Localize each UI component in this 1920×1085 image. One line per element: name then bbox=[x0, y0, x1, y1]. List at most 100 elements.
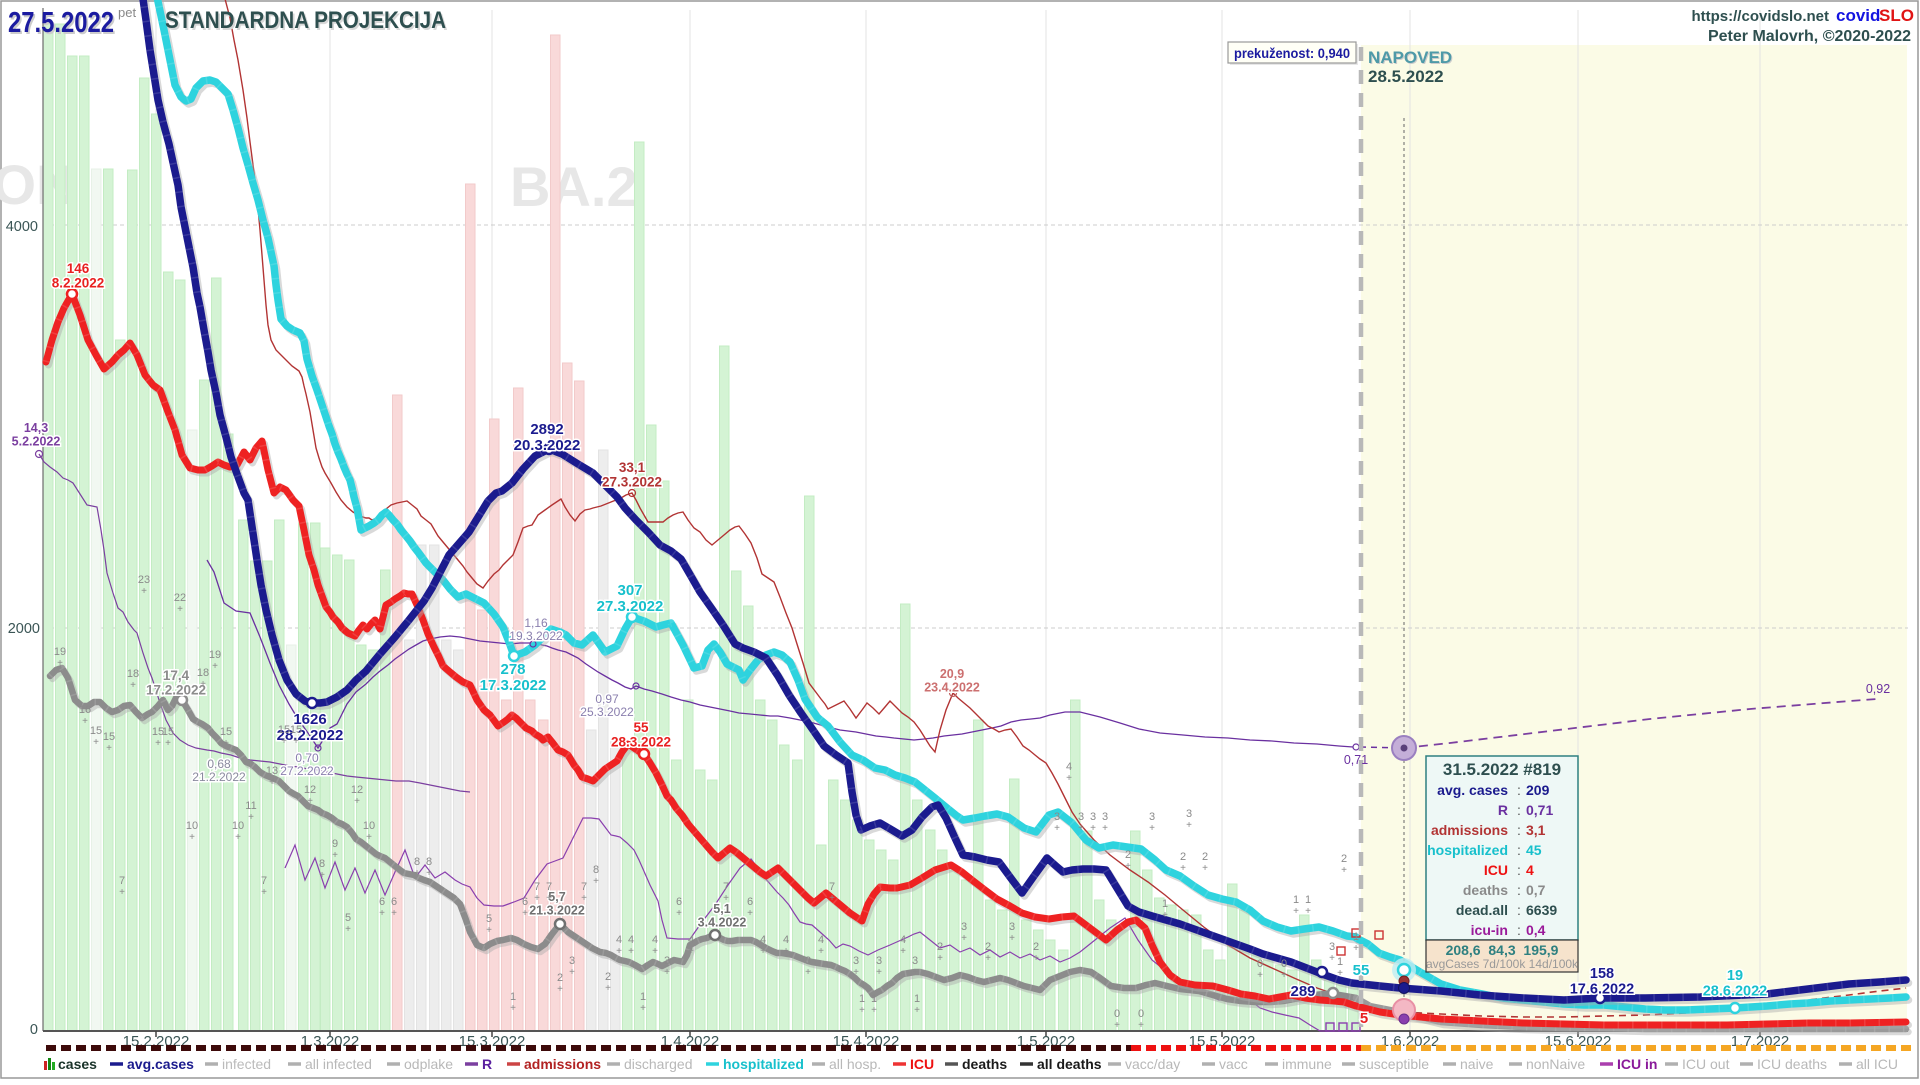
svg-text:+: + bbox=[581, 893, 587, 904]
svg-text:6: 6 bbox=[522, 896, 528, 908]
svg-text:10: 10 bbox=[186, 820, 198, 832]
svg-text:+: + bbox=[534, 893, 540, 904]
svg-text:15: 15 bbox=[152, 726, 164, 738]
svg-text:4: 4 bbox=[628, 934, 634, 946]
svg-text:8: 8 bbox=[426, 856, 432, 868]
svg-text:278: 278 bbox=[500, 661, 525, 678]
svg-text:3: 3 bbox=[876, 955, 882, 967]
svg-text:+: + bbox=[366, 832, 372, 843]
svg-text:33,1: 33,1 bbox=[619, 460, 646, 475]
svg-text:naive: naive bbox=[1460, 1056, 1494, 1072]
svg-text:16: 16 bbox=[79, 704, 91, 716]
svg-text:0: 0 bbox=[1114, 1008, 1120, 1020]
svg-text:BA.2: BA.2 bbox=[510, 155, 638, 218]
svg-text:17,4: 17,4 bbox=[163, 668, 190, 683]
svg-text::: : bbox=[1517, 802, 1521, 818]
svg-text:+: + bbox=[130, 680, 136, 691]
svg-text:289: 289 bbox=[1290, 983, 1315, 1000]
svg-text:3: 3 bbox=[1054, 811, 1060, 823]
svg-text:+: + bbox=[961, 933, 967, 944]
svg-text:19: 19 bbox=[209, 649, 221, 661]
svg-text:7: 7 bbox=[546, 881, 552, 893]
svg-text:+: + bbox=[248, 812, 254, 823]
svg-text:+: + bbox=[985, 953, 991, 964]
svg-text:3: 3 bbox=[1009, 921, 1015, 933]
svg-text:2: 2 bbox=[1180, 851, 1186, 863]
svg-text:+: + bbox=[1054, 823, 1060, 834]
svg-text:27.3.2022: 27.3.2022 bbox=[597, 598, 664, 615]
svg-text:2: 2 bbox=[1033, 941, 1039, 953]
svg-text:+: + bbox=[1293, 906, 1299, 917]
svg-text:+: + bbox=[1009, 933, 1015, 944]
svg-text:+: + bbox=[1149, 823, 1155, 834]
svg-text:8.2.2022: 8.2.2022 bbox=[52, 276, 105, 291]
svg-text::: : bbox=[1517, 882, 1521, 898]
svg-text:+: + bbox=[628, 946, 634, 957]
svg-text:17.2.2022: 17.2.2022 bbox=[146, 683, 206, 698]
svg-text:+: + bbox=[200, 679, 206, 690]
svg-text:+: + bbox=[937, 953, 943, 964]
svg-text::: : bbox=[1517, 902, 1521, 918]
svg-text:+: + bbox=[871, 1005, 877, 1016]
svg-text:17.6.2022: 17.6.2022 bbox=[1570, 982, 1635, 998]
svg-text:admissions: admissions bbox=[1431, 822, 1508, 838]
svg-text:23.4.2022: 23.4.2022 bbox=[924, 681, 980, 695]
svg-text:10: 10 bbox=[363, 820, 375, 832]
svg-text:0,71: 0,71 bbox=[1526, 802, 1553, 818]
svg-text::: : bbox=[1517, 842, 1521, 858]
svg-text:0,97: 0,97 bbox=[595, 692, 619, 706]
svg-text:+: + bbox=[57, 658, 63, 669]
svg-text:deaths: deaths bbox=[1463, 882, 1508, 898]
svg-text:4000: 4000 bbox=[6, 219, 38, 235]
svg-text:3: 3 bbox=[961, 921, 967, 933]
svg-text:+: + bbox=[605, 983, 611, 994]
svg-text:+: + bbox=[818, 946, 824, 957]
svg-text:11: 11 bbox=[245, 800, 256, 812]
svg-text:+: + bbox=[900, 946, 906, 957]
svg-text:+: + bbox=[82, 716, 88, 727]
svg-text:4: 4 bbox=[616, 934, 622, 946]
svg-text:0: 0 bbox=[30, 1022, 38, 1038]
svg-text:19.3.2022: 19.3.2022 bbox=[509, 629, 563, 643]
svg-text:0,92: 0,92 bbox=[1866, 682, 1890, 696]
svg-text:cases: cases bbox=[58, 1056, 97, 1072]
svg-text:+: + bbox=[853, 967, 859, 978]
svg-text:immune: immune bbox=[1282, 1056, 1332, 1072]
svg-text:21.3.2022: 21.3.2022 bbox=[529, 904, 585, 918]
svg-text:3: 3 bbox=[1186, 808, 1192, 820]
svg-text:susceptible: susceptible bbox=[1359, 1056, 1429, 1072]
svg-text:+: + bbox=[760, 946, 766, 957]
svg-text:+: + bbox=[1138, 1020, 1144, 1031]
svg-text:18: 18 bbox=[197, 667, 209, 679]
svg-text:22: 22 bbox=[174, 592, 186, 604]
svg-text:avg.cases: avg.cases bbox=[127, 1056, 194, 1072]
svg-text:3: 3 bbox=[1149, 811, 1155, 823]
svg-text:0,71: 0,71 bbox=[1344, 753, 1368, 767]
svg-text:+: + bbox=[1305, 906, 1311, 917]
svg-text:+: + bbox=[414, 868, 420, 879]
svg-text:admissions: admissions bbox=[524, 1056, 601, 1072]
svg-text:3: 3 bbox=[805, 955, 811, 967]
svg-text:+: + bbox=[281, 736, 287, 747]
svg-text:Peter Malovrh, ©2020-2022: Peter Malovrh, ©2020-2022 bbox=[1708, 28, 1911, 45]
svg-text:+: + bbox=[345, 924, 351, 935]
svg-text:deaths: deaths bbox=[962, 1056, 1007, 1072]
svg-text:1: 1 bbox=[1337, 956, 1343, 968]
svg-text:15: 15 bbox=[90, 725, 102, 737]
svg-text:3: 3 bbox=[1102, 811, 1108, 823]
svg-text:28.2.2022: 28.2.2022 bbox=[277, 727, 344, 744]
svg-text:31.5.2022 #819: 31.5.2022 #819 bbox=[1443, 760, 1561, 779]
svg-text:+: + bbox=[261, 887, 267, 898]
svg-text:+: + bbox=[1180, 863, 1186, 874]
svg-text:+: + bbox=[557, 984, 563, 995]
svg-text:3: 3 bbox=[1329, 941, 1335, 953]
svg-text:1: 1 bbox=[1293, 894, 1299, 906]
svg-text:28.3.2022: 28.3.2022 bbox=[611, 735, 671, 750]
svg-text:12: 12 bbox=[351, 784, 363, 796]
svg-text:12: 12 bbox=[304, 784, 316, 796]
svg-text:3: 3 bbox=[853, 955, 859, 967]
svg-text::: : bbox=[1517, 782, 1521, 798]
svg-text:4: 4 bbox=[783, 934, 789, 946]
svg-text:odplake: odplake bbox=[404, 1056, 453, 1072]
svg-text:0,7: 0,7 bbox=[1526, 882, 1546, 898]
